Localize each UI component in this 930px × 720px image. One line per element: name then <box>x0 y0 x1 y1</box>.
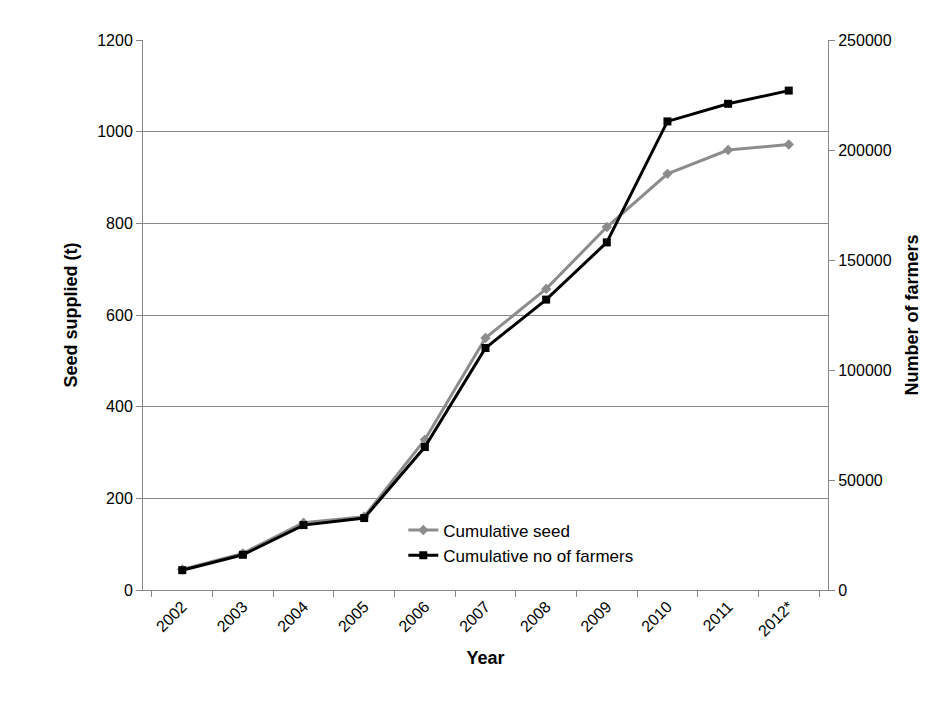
svg-text:2006: 2006 <box>395 598 432 635</box>
svg-text:Cumulative no of farmers: Cumulative no of farmers <box>443 547 633 566</box>
svg-text:0: 0 <box>124 582 133 599</box>
svg-text:2004: 2004 <box>274 598 311 635</box>
svg-text:100000: 100000 <box>838 362 891 379</box>
svg-text:2003: 2003 <box>213 598 250 635</box>
svg-text:2008: 2008 <box>517 598 554 635</box>
svg-text:2010: 2010 <box>638 598 675 635</box>
svg-text:Seed supplied (t): Seed supplied (t) <box>61 242 81 387</box>
svg-text:600: 600 <box>106 307 133 324</box>
svg-text:2002: 2002 <box>153 598 190 635</box>
svg-text:1000: 1000 <box>97 123 133 140</box>
svg-text:200000: 200000 <box>838 142 891 159</box>
svg-text:0: 0 <box>838 582 847 599</box>
svg-text:1200: 1200 <box>97 32 133 49</box>
svg-text:Cumulative seed: Cumulative seed <box>443 522 570 541</box>
svg-text:2011: 2011 <box>700 598 736 634</box>
svg-text:2007: 2007 <box>456 598 493 635</box>
svg-text:800: 800 <box>106 215 133 232</box>
svg-text:150000: 150000 <box>838 252 891 269</box>
svg-text:200: 200 <box>106 490 133 507</box>
svg-text:2009: 2009 <box>577 598 614 635</box>
svg-text:400: 400 <box>106 398 133 415</box>
svg-text:2005: 2005 <box>335 598 372 635</box>
svg-text:Year: Year <box>466 648 504 668</box>
svg-text:50000: 50000 <box>838 472 883 489</box>
svg-text:250000: 250000 <box>838 32 891 49</box>
svg-text:2012*: 2012* <box>755 598 797 640</box>
svg-text:Number of farmers: Number of farmers <box>902 234 922 395</box>
